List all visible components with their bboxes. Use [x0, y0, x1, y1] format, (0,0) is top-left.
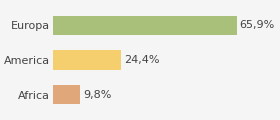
- Bar: [53, 15, 237, 35]
- Text: 24,4%: 24,4%: [124, 55, 159, 65]
- Text: 65,9%: 65,9%: [239, 20, 275, 30]
- Text: 9,8%: 9,8%: [83, 90, 111, 100]
- Bar: [53, 85, 80, 105]
- Bar: [53, 50, 121, 70]
